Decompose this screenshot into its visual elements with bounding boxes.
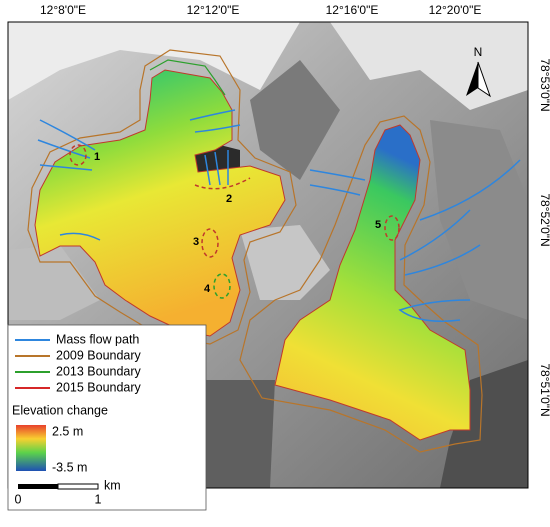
- scale-unit: km: [104, 478, 121, 492]
- map-shape: [466, 62, 478, 96]
- boundary-2009-east: [239, 115, 483, 453]
- scale-label: 1: [95, 492, 102, 506]
- flow-path: [309, 169, 366, 181]
- flow-path: [214, 151, 221, 186]
- map-frame: [7, 21, 529, 489]
- ridge: [430, 120, 528, 320]
- longitude-label: 12°16'0"E: [326, 3, 379, 17]
- site-outline: [194, 177, 251, 190]
- longitude-label: 12°8'0"E: [40, 3, 86, 17]
- north-label: N: [474, 45, 483, 59]
- latitude-label: 78°53'0"N: [538, 58, 550, 111]
- site-label: 1: [94, 151, 100, 163]
- flow-path: [404, 244, 481, 276]
- latitude-label: 78°52'0"N: [538, 193, 550, 246]
- colorbar: [16, 425, 46, 471]
- colorbar-max: 2.5 m: [52, 424, 83, 438]
- flow-path: [419, 159, 521, 221]
- site-outline: [384, 215, 400, 241]
- map-shape: [57, 483, 99, 490]
- flow-path: [39, 164, 93, 171]
- ridge: [440, 360, 528, 488]
- ridge: [205, 380, 275, 488]
- map-shape: [18, 484, 58, 489]
- legend-label: Mass flow path: [56, 332, 139, 346]
- flow-path: [189, 109, 236, 121]
- site-label: 2: [226, 193, 232, 205]
- map-shape: [477, 61, 491, 98]
- colorbar-min: -3.5 m: [52, 460, 87, 474]
- flow-path: [309, 184, 361, 196]
- site-label: 3: [193, 236, 199, 248]
- latitude-label: 78°51'0"N: [538, 363, 550, 416]
- flow-path: [39, 119, 96, 151]
- site-label: 5: [375, 219, 381, 231]
- boundary-2009-west: [27, 49, 297, 345]
- flow-path: [59, 232, 101, 241]
- flow-path: [398, 299, 471, 322]
- legend-label: 2009 Boundary: [56, 348, 142, 362]
- colorbar-title: Elevation change: [12, 403, 108, 417]
- site-outline: [201, 228, 219, 258]
- mass-flow-paths: [37, 109, 521, 322]
- flow-path: [399, 209, 471, 261]
- ridge: [8, 22, 300, 100]
- flow-path: [194, 124, 241, 133]
- site-outline: [213, 273, 231, 299]
- scale-bar: [18, 483, 99, 490]
- scale-label: 0: [15, 492, 22, 506]
- ridge: [240, 225, 330, 300]
- longitude-label: 12°12'0"E: [187, 3, 240, 17]
- longitude-label: 12°20'0"E: [429, 3, 482, 17]
- site-label: 4: [204, 283, 211, 295]
- north-arrow: N: [466, 45, 491, 98]
- legend-label: 2013 Boundary: [56, 364, 142, 378]
- glacier-west: [34, 69, 286, 337]
- site-outline: [69, 144, 87, 166]
- legend-label: 2015 Boundary: [56, 380, 142, 394]
- flow-path: [204, 154, 211, 186]
- glacier-east: [274, 124, 471, 441]
- boundary-2013: [149, 59, 226, 96]
- ridge: [8, 245, 100, 320]
- ridge: [250, 60, 340, 180]
